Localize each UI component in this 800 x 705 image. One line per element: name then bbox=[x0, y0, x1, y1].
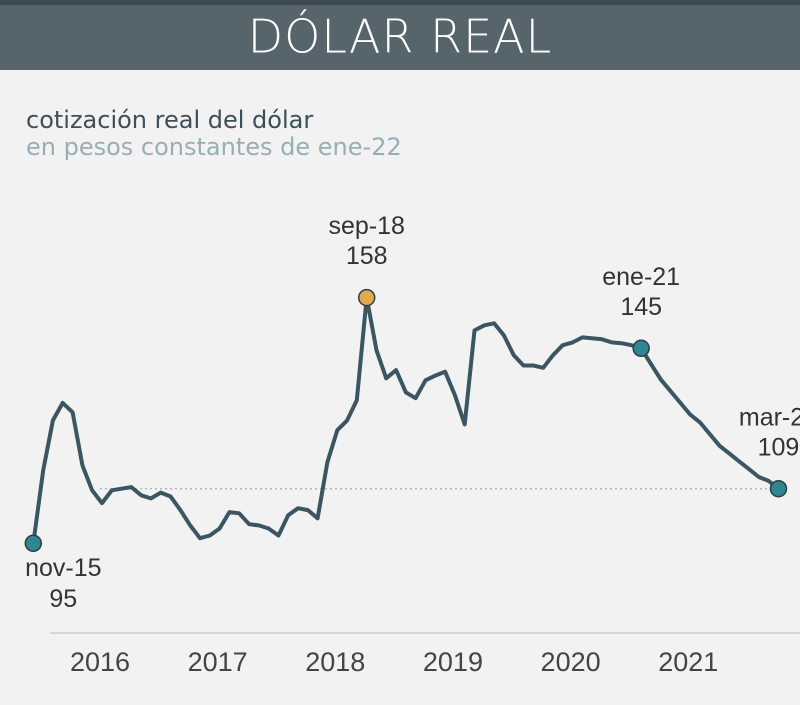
subtitle-2: en pesos constantes de ene-22 bbox=[26, 133, 402, 161]
highlight-value: 95 bbox=[49, 585, 77, 613]
highlight-value: 109 bbox=[758, 433, 800, 461]
highlight-value: 145 bbox=[620, 293, 662, 321]
highlight-date: nov-15 bbox=[25, 554, 101, 582]
header-strip bbox=[0, 0, 800, 5]
x-tick-label: 2021 bbox=[658, 647, 718, 677]
highlight-point bbox=[769, 479, 788, 498]
x-tick-label: 2020 bbox=[541, 647, 601, 677]
chart-title: DÓLAR REAL bbox=[248, 10, 553, 64]
highlight-value: 158 bbox=[346, 242, 388, 270]
x-tick-label: 2017 bbox=[188, 647, 248, 677]
highlight-date: sep-18 bbox=[328, 212, 404, 240]
highlight-point bbox=[357, 288, 376, 307]
highlight-date: mar-22 bbox=[739, 403, 800, 431]
highlight-point bbox=[24, 534, 43, 553]
subtitle: cotización real del dólar bbox=[26, 106, 313, 134]
highlight-point bbox=[632, 339, 650, 358]
highlight-date: ene-21 bbox=[602, 263, 680, 291]
x-tick-label: 2019 bbox=[423, 647, 483, 677]
x-tick-label: 2016 bbox=[70, 647, 130, 677]
header-band bbox=[0, 0, 800, 70]
x-tick-label: 2018 bbox=[305, 647, 365, 677]
line-series bbox=[31, 295, 780, 544]
